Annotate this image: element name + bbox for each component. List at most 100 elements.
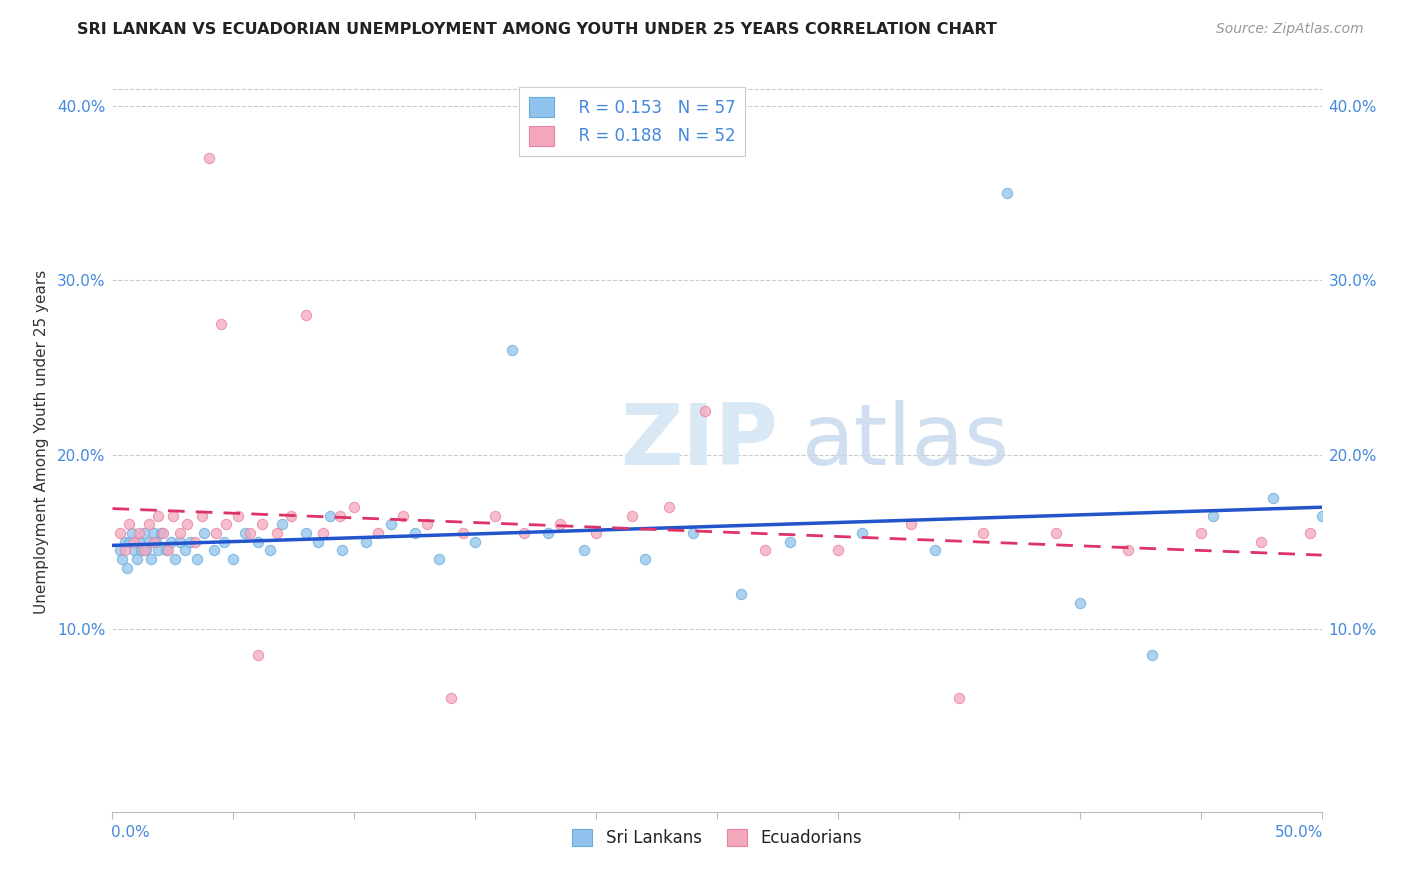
Point	[183, 534, 205, 549]
Point	[132, 526, 155, 541]
Point	[142, 526, 165, 541]
Point	[280, 508, 302, 523]
Point	[730, 587, 752, 601]
Text: ZIP: ZIP	[620, 400, 778, 483]
Point	[658, 500, 681, 514]
Point	[1310, 508, 1333, 523]
Point	[246, 648, 269, 662]
Point	[226, 508, 249, 523]
Point	[165, 552, 187, 566]
Point	[295, 308, 318, 322]
Point	[924, 543, 946, 558]
Point	[621, 508, 644, 523]
Point	[122, 543, 145, 558]
Point	[633, 552, 655, 566]
Point	[131, 543, 153, 558]
Point	[512, 526, 534, 541]
Legend: Sri Lankans, Ecuadorians: Sri Lankans, Ecuadorians	[564, 821, 870, 855]
Point	[215, 517, 238, 532]
Point	[118, 517, 141, 532]
Point	[155, 543, 177, 558]
Point	[995, 186, 1018, 201]
Point	[537, 526, 560, 541]
Point	[122, 534, 145, 549]
Point	[464, 534, 486, 549]
Point	[157, 543, 180, 558]
Point	[114, 543, 136, 558]
Point	[121, 526, 143, 541]
Point	[1069, 596, 1091, 610]
Point	[176, 517, 198, 532]
Point	[1298, 526, 1320, 541]
Point	[138, 517, 160, 532]
Point	[266, 526, 288, 541]
Point	[1142, 648, 1164, 662]
Point	[174, 543, 197, 558]
Point	[501, 343, 523, 357]
Point	[186, 552, 208, 566]
Point	[972, 526, 994, 541]
Point	[416, 517, 439, 532]
Point	[114, 534, 136, 549]
Point	[1189, 526, 1212, 541]
Point	[246, 534, 269, 549]
Point	[145, 534, 167, 549]
Point	[329, 508, 352, 523]
Point	[128, 526, 150, 541]
Point	[391, 508, 413, 523]
Point	[135, 543, 157, 558]
Point	[198, 152, 221, 166]
Point	[115, 561, 138, 575]
Point	[1202, 508, 1225, 523]
Point	[754, 543, 776, 558]
Point	[404, 526, 426, 541]
Text: SRI LANKAN VS ECUADORIAN UNEMPLOYMENT AMONG YOUTH UNDER 25 YEARS CORRELATION CHA: SRI LANKAN VS ECUADORIAN UNEMPLOYMENT AM…	[77, 22, 997, 37]
Point	[851, 526, 873, 541]
Point	[259, 543, 281, 558]
Point	[900, 517, 922, 532]
Point	[205, 526, 228, 541]
Point	[179, 534, 201, 549]
Point	[169, 534, 191, 549]
Point	[548, 517, 571, 532]
Point	[212, 534, 235, 549]
Y-axis label: Unemployment Among Youth under 25 years: Unemployment Among Youth under 25 years	[34, 269, 49, 614]
Point	[209, 317, 232, 331]
Point	[125, 552, 148, 566]
Point	[319, 508, 342, 523]
Point	[682, 526, 704, 541]
Point	[307, 534, 329, 549]
Point	[252, 517, 274, 532]
Point	[367, 526, 389, 541]
Point	[148, 543, 170, 558]
Point	[380, 517, 402, 532]
Point	[111, 552, 134, 566]
Point	[1263, 491, 1285, 505]
Text: Source: ZipAtlas.com: Source: ZipAtlas.com	[1216, 22, 1364, 37]
Point	[827, 543, 849, 558]
Point	[239, 526, 262, 541]
Point	[440, 691, 463, 706]
Point	[484, 508, 506, 523]
Point	[235, 526, 257, 541]
Point	[118, 534, 141, 549]
Point	[193, 526, 215, 541]
Point	[343, 500, 366, 514]
Point	[191, 508, 214, 523]
Point	[427, 552, 450, 566]
Point	[152, 526, 174, 541]
Point	[270, 517, 292, 532]
Point	[222, 552, 245, 566]
Text: 50.0%: 50.0%	[1274, 825, 1323, 840]
Point	[142, 534, 165, 549]
Point	[451, 526, 474, 541]
Point	[585, 526, 607, 541]
Point	[148, 508, 170, 523]
Point	[202, 543, 225, 558]
Point	[108, 526, 131, 541]
Point	[312, 526, 335, 541]
Point	[356, 534, 378, 549]
Point	[779, 534, 801, 549]
Point	[141, 552, 163, 566]
Point	[162, 508, 184, 523]
